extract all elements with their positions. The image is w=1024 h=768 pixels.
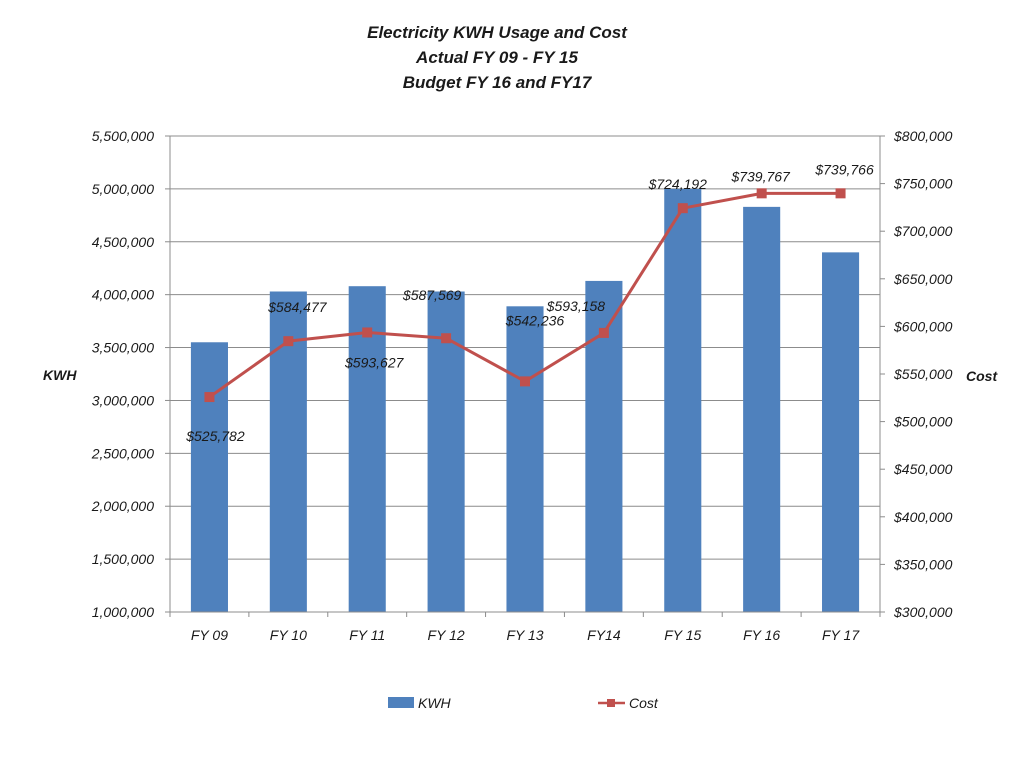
x-tick-label: FY 12 [428,627,465,643]
cost-point [520,376,530,387]
legend-kwh-label: KWH [418,695,452,711]
y2-axis-label: Cost [966,368,998,384]
x-tick-label: FY 10 [270,627,307,643]
y-tick-label: 2,000,000 [91,498,154,514]
x-tick-label: FY 15 [664,627,701,643]
cost-data-label: $724,192 [648,176,708,192]
cost-data-labels: $525,782 $584,477 $593,627 $587,569 $542,236… [185,161,874,444]
kwh-bar [190,342,228,612]
cost-point [835,188,846,199]
cost-point [677,203,688,214]
cost-line [204,188,846,403]
y2-tick-label: $350,000 [893,556,953,572]
cost-point [362,327,373,338]
y2-tick-label: $600,000 [893,318,953,334]
cost-data-label: $739,766 [814,161,874,177]
x-tick-label: FY 09 [191,627,228,643]
cost-point [204,392,215,403]
legend-cost-marker [607,699,615,707]
cost-point [283,336,294,347]
y-tick-label: 1,000,000 [92,604,154,620]
cost-point [598,327,609,338]
y2-tick-label: $400,000 [893,509,953,525]
chart-title-line-3: Budget FY 16 and FY17 [403,73,593,92]
y2-tick-label: $500,000 [893,414,953,430]
y2-tick-label: $650,000 [893,271,953,287]
cost-data-label: $584,477 [267,299,328,315]
y-tick-label: 1,500,000 [92,551,154,567]
cost-data-label: $587,569 [402,287,462,303]
right-axis-ticks: $300,000 $350,000 $400,000 $450,000 $500,000… [880,128,953,620]
x-tick-label: FY 13 [506,627,543,643]
y-axis-label: KWH [43,367,77,383]
kwh-bar [822,252,860,612]
cost-point [756,188,767,199]
cost-data-label: $542,236 [505,312,565,328]
cost-point [441,333,452,344]
chart-title-line-1: Electricity KWH Usage and Cost [367,23,628,42]
y2-tick-label: $750,000 [893,176,953,192]
chart-title: Electricity KWH Usage and Cost Actual FY… [367,23,628,92]
x-tick-label: FY 16 [743,627,780,643]
y2-tick-label: $800,000 [893,128,953,144]
cost-data-label: $739,767 [730,168,791,184]
x-axis-ticks: FY 09 FY 10 FY 11 FY 12 FY 13 FY14 FY 15 FY 16 F… [169,612,881,643]
y-tick-label: 5,500,000 [92,128,154,144]
y-tick-label: 3,000,000 [92,392,154,408]
y2-tick-label: $550,000 [893,366,953,382]
y-tick-label: 2,500,000 [91,445,154,461]
cost-data-label: $593,627 [344,354,405,370]
y-tick-label: 4,000,000 [92,287,154,303]
kwh-bar [348,286,386,612]
y-tick-label: 5,000,000 [92,181,154,197]
y-tick-label: 3,500,000 [92,340,154,356]
chart-title-line-2: Actual FY 09 - FY 15 [415,48,578,67]
x-tick-label: FY14 [587,627,621,643]
x-tick-label: FY 17 [822,627,860,643]
kwh-bar [664,188,702,612]
cost-data-label: $593,158 [546,298,606,314]
y2-tick-label: $450,000 [893,461,953,477]
cost-data-label: $525,782 [185,428,245,444]
x-tick-label: FY 11 [349,627,385,643]
left-axis-ticks: 1,000,000 1,500,000 2,000,000 2,500,000 3,00… [91,128,170,620]
legend-kwh-swatch [388,697,414,708]
kwh-bars [190,188,860,613]
kwh-bar [506,306,544,612]
y-tick-label: 4,500,000 [92,234,154,250]
y2-tick-label: $300,000 [893,604,953,620]
y2-tick-label: $700,000 [893,223,953,239]
kwh-bar [743,206,781,613]
legend: KWH Cost [388,695,659,711]
legend-cost-label: Cost [629,695,659,711]
